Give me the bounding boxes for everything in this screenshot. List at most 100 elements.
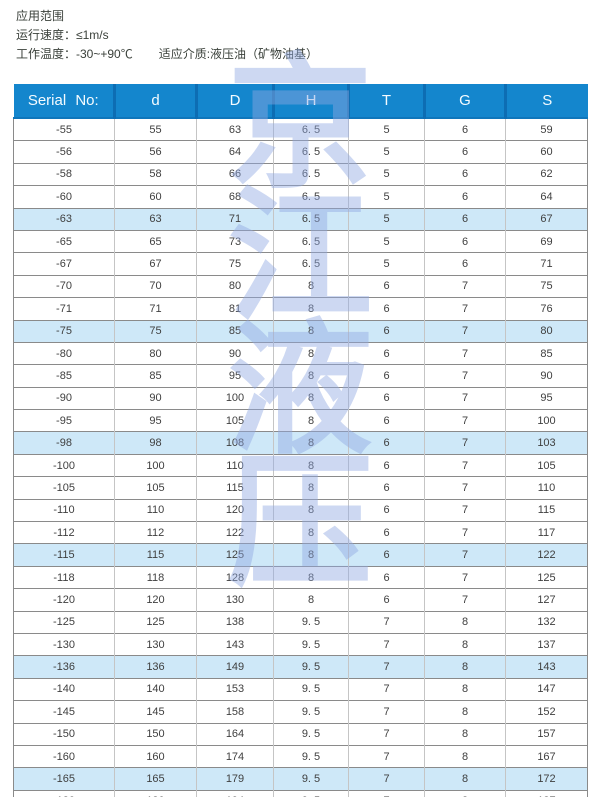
table-cell: -145 <box>13 700 115 724</box>
table-cell: 7 <box>348 744 425 768</box>
table-cell: 8 <box>273 431 349 455</box>
table-cell: 60 <box>505 140 588 164</box>
table-cell: 125 <box>196 543 274 567</box>
table-cell: 110 <box>196 453 274 477</box>
table-cell: 80 <box>196 274 274 298</box>
table-cell: 9. 5 <box>273 632 349 656</box>
table-cell: 7 <box>424 565 506 589</box>
working-temperature-note: 工作温度：-30~+90℃ <box>16 47 133 61</box>
table-cell: 7 <box>424 341 506 365</box>
table-cell: -63 <box>13 207 115 231</box>
table-cell: 110 <box>505 476 588 500</box>
table-cell: 115 <box>114 543 197 567</box>
table-row: -56 56 64 6. 5 5 6 60 <box>13 140 588 164</box>
table-cell: 194 <box>196 789 274 797</box>
table-cell: 90 <box>196 341 274 365</box>
table-cell: 67 <box>114 252 197 276</box>
table-cell: 6 <box>424 185 506 209</box>
table-cell: 127 <box>505 588 588 612</box>
table-cell: 6. 5 <box>273 117 349 141</box>
table-cell: 62 <box>505 162 588 186</box>
table-row: -98 98 108 8 6 7 103 <box>13 431 588 455</box>
table-cell: 75 <box>505 274 588 298</box>
table-row: -115 115 125 8 6 7 122 <box>13 543 588 567</box>
table-cell: -140 <box>13 677 115 701</box>
table-cell: 8 <box>424 655 506 679</box>
table-cell: -98 <box>13 431 115 455</box>
table-row: -160 160 174 9. 5 7 8 167 <box>13 744 588 768</box>
table-cell: 66 <box>196 162 274 186</box>
table-cell: 69 <box>505 229 588 253</box>
table-cell: 122 <box>196 521 274 544</box>
table-cell: 125 <box>505 565 588 589</box>
table-cell: 115 <box>505 498 588 522</box>
table-cell: 149 <box>196 655 274 679</box>
table-cell: -150 <box>13 722 115 746</box>
table-row: -120 120 130 8 6 7 127 <box>13 588 588 612</box>
table-cell: 187 <box>505 789 588 797</box>
table-cell: 8 <box>273 453 349 477</box>
table-cell: 98 <box>114 431 197 455</box>
table-cell: 64 <box>505 185 588 209</box>
table-cell: -55 <box>13 117 115 141</box>
table-cell: 6. 5 <box>273 207 349 231</box>
table-cell: -160 <box>13 744 115 768</box>
table-cell: 140 <box>114 677 197 701</box>
table-cell: 7 <box>424 386 506 410</box>
suitable-medium-note: 适应介质:液压油（矿物油基） <box>158 47 319 61</box>
application-range-title: 应用范围 <box>16 9 65 23</box>
table-row: -110 110 120 8 6 7 115 <box>13 498 588 522</box>
table-cell: -75 <box>13 319 115 343</box>
table-cell: 6. 5 <box>273 140 349 164</box>
table-row: -1801801949. 578187 <box>13 789 588 797</box>
table-row: -75 75 85 8 6 7 80 <box>13 319 588 343</box>
table-row: -95 95 105 8 6 7 100 <box>13 409 588 432</box>
table-row: -165 165 179 9. 5 7 8 172 <box>13 767 588 791</box>
table-cell: 132 <box>505 610 588 634</box>
table-cell: 7 <box>348 655 425 679</box>
table-cell: 6 <box>348 543 425 567</box>
table-cell: 7 <box>348 767 425 791</box>
table-cell: 58 <box>114 162 197 186</box>
table-cell: 165 <box>114 767 197 791</box>
table-cell: -105 <box>13 476 115 500</box>
table-cell: 80 <box>114 341 197 365</box>
table-cell: 7 <box>348 789 425 797</box>
table-header-row: Serial No: d D H T G S <box>13 84 588 119</box>
table-cell: 60 <box>114 185 197 209</box>
table-cell: 160 <box>114 744 197 768</box>
table-cell: 6 <box>348 386 425 410</box>
table-cell: 90 <box>505 364 588 388</box>
table-cell: 8 <box>424 677 506 701</box>
table-cell: 8 <box>424 700 506 724</box>
table-cell: -90 <box>13 386 115 410</box>
table-row: -58 58 66 6. 5 5 6 62 <box>13 162 588 186</box>
table-cell: 85 <box>505 341 588 365</box>
table-row: -60 60 68 6. 5 5 6 64 <box>13 185 588 209</box>
table-cell: 71 <box>196 207 274 231</box>
table-cell: 71 <box>505 252 588 276</box>
table-row: -136 136 149 9. 5 7 8 143 <box>13 655 588 679</box>
table-cell: 5 <box>348 229 425 253</box>
table-cell: 8 <box>273 521 349 544</box>
table-row: -150 150 164 9. 5 7 8 157 <box>13 722 588 746</box>
table-cell: 76 <box>505 297 588 321</box>
table-cell: 108 <box>196 431 274 455</box>
table-cell: 6 <box>424 207 506 231</box>
table-cell: 8 <box>424 632 506 656</box>
table-cell: 130 <box>196 588 274 612</box>
table-row: -112 112 122 8 6 7 117 <box>13 521 588 544</box>
application-notes: 应用范围 运行速度：≤1m/s 工作温度：-30~+90℃ 适应介质:液压油（矿物… <box>0 0 600 64</box>
table-cell: 100 <box>196 386 274 410</box>
table-row: -90 90 100 8 6 7 95 <box>13 386 588 410</box>
table-cell: 150 <box>114 722 197 746</box>
table-cell: -60 <box>13 185 115 209</box>
table-cell: 8 <box>424 722 506 746</box>
table-cell: 64 <box>196 140 274 164</box>
table-row: -65 65 73 6. 5 5 6 69 <box>13 229 588 253</box>
table-cell: 120 <box>196 498 274 522</box>
table-row: -105 105 115 8 6 7 110 <box>13 476 588 500</box>
table-cell: 6 <box>348 274 425 298</box>
table-cell: 158 <box>196 700 274 724</box>
table-cell: 9. 5 <box>273 789 349 797</box>
